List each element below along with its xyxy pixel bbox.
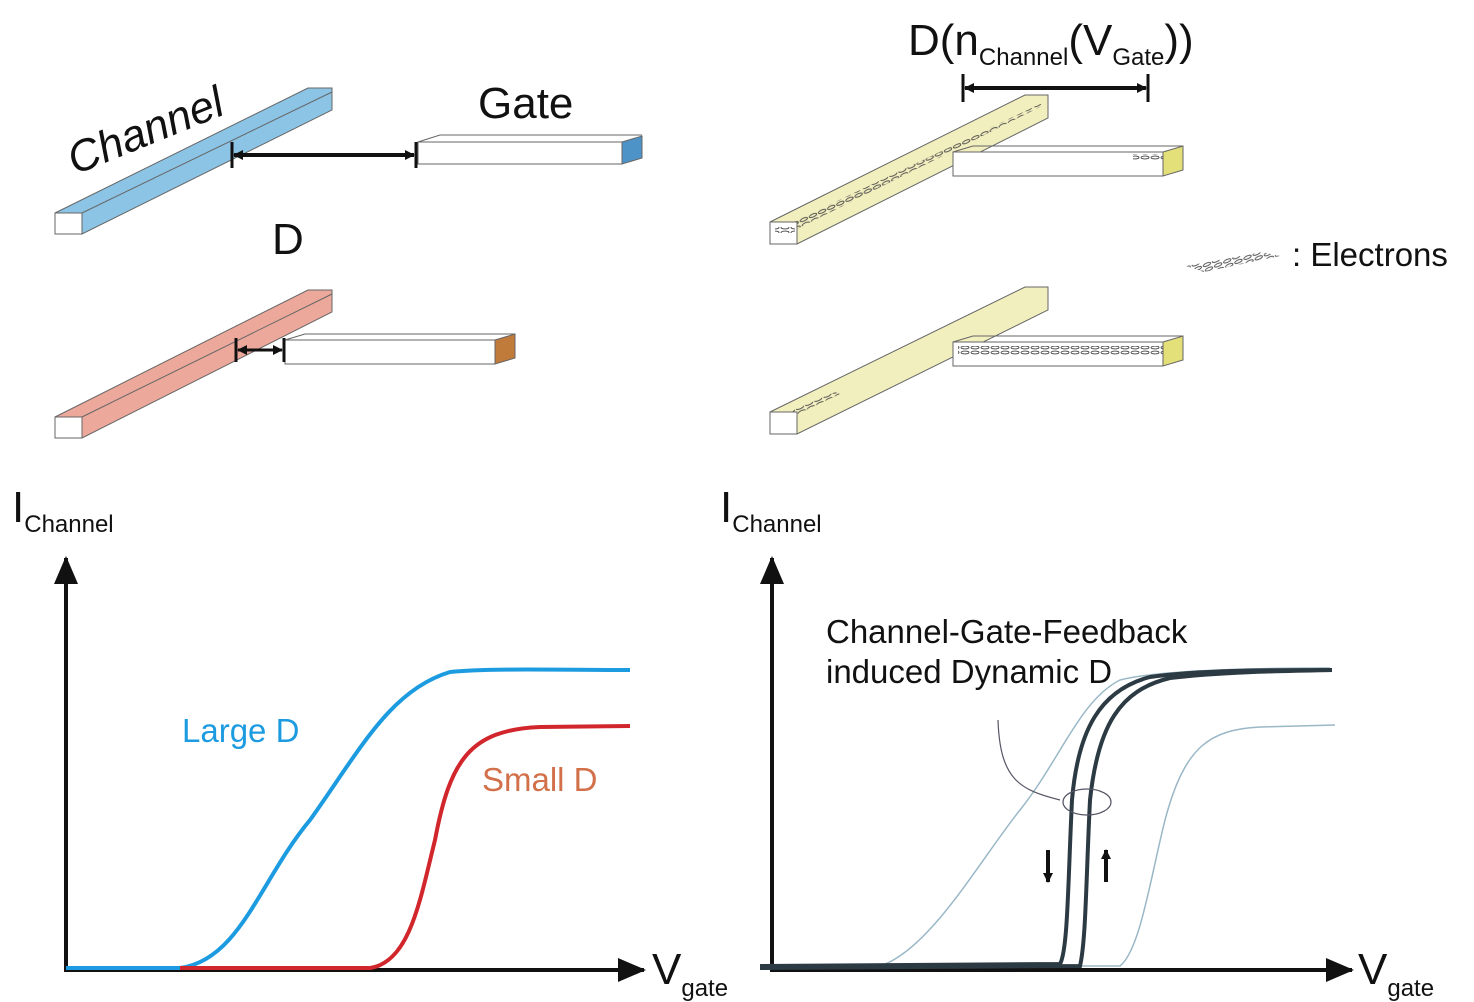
device-small-d [55,290,515,438]
axis-symbol: I [12,483,24,532]
axis-subscript: gate [1387,975,1434,1002]
distance-label: D [272,215,304,264]
dynamic-distance-arrow [963,74,1148,102]
label-part: (V [1068,16,1113,65]
x-axis-label: Vgate [652,945,728,1002]
label-part: D(n [908,16,979,65]
curve-label: Small D [482,761,598,798]
dynamic-distance-label: D(nChannel(VGate)) [908,16,1194,71]
axis-symbol: I [720,483,732,532]
y-axis-label: IChannel [12,483,114,538]
label-subscript: Channel [979,44,1068,71]
diagram: Channel Gate D D(nChannel(VGate)) : Elec… [0,0,1474,1002]
label-subscript: Gate [1112,44,1164,71]
axis-subscript: Channel [732,511,821,538]
annotation-leader [998,720,1060,800]
annotation-line: Channel-Gate-Feedback [826,613,1188,650]
label-part: )) [1164,16,1193,65]
annotation-line: induced Dynamic D [826,653,1112,690]
hysteresis-arrows [1048,850,1106,882]
page: Channel Gate D D(nChannel(VGate)) : Elec… [0,0,1474,1002]
electron-icon [1186,252,1280,272]
legend-label: : Electrons [1292,236,1448,273]
axis-symbol: V [1358,945,1388,994]
curve-large-d [66,670,630,969]
gate-label: Gate [478,79,573,128]
axis-subscript: Channel [24,511,113,538]
device-feedback-a [770,95,1183,244]
reference-curves [880,668,1335,966]
axis-subscript: gate [681,975,728,1002]
axis-symbol: V [652,945,682,994]
y-axis-label: IChannel [720,483,822,538]
curve-label: Large D [182,712,299,749]
x-axis-label: Vgate [1358,945,1434,1002]
hysteresis-curves [760,670,1332,968]
device-feedback-b [770,287,1183,434]
